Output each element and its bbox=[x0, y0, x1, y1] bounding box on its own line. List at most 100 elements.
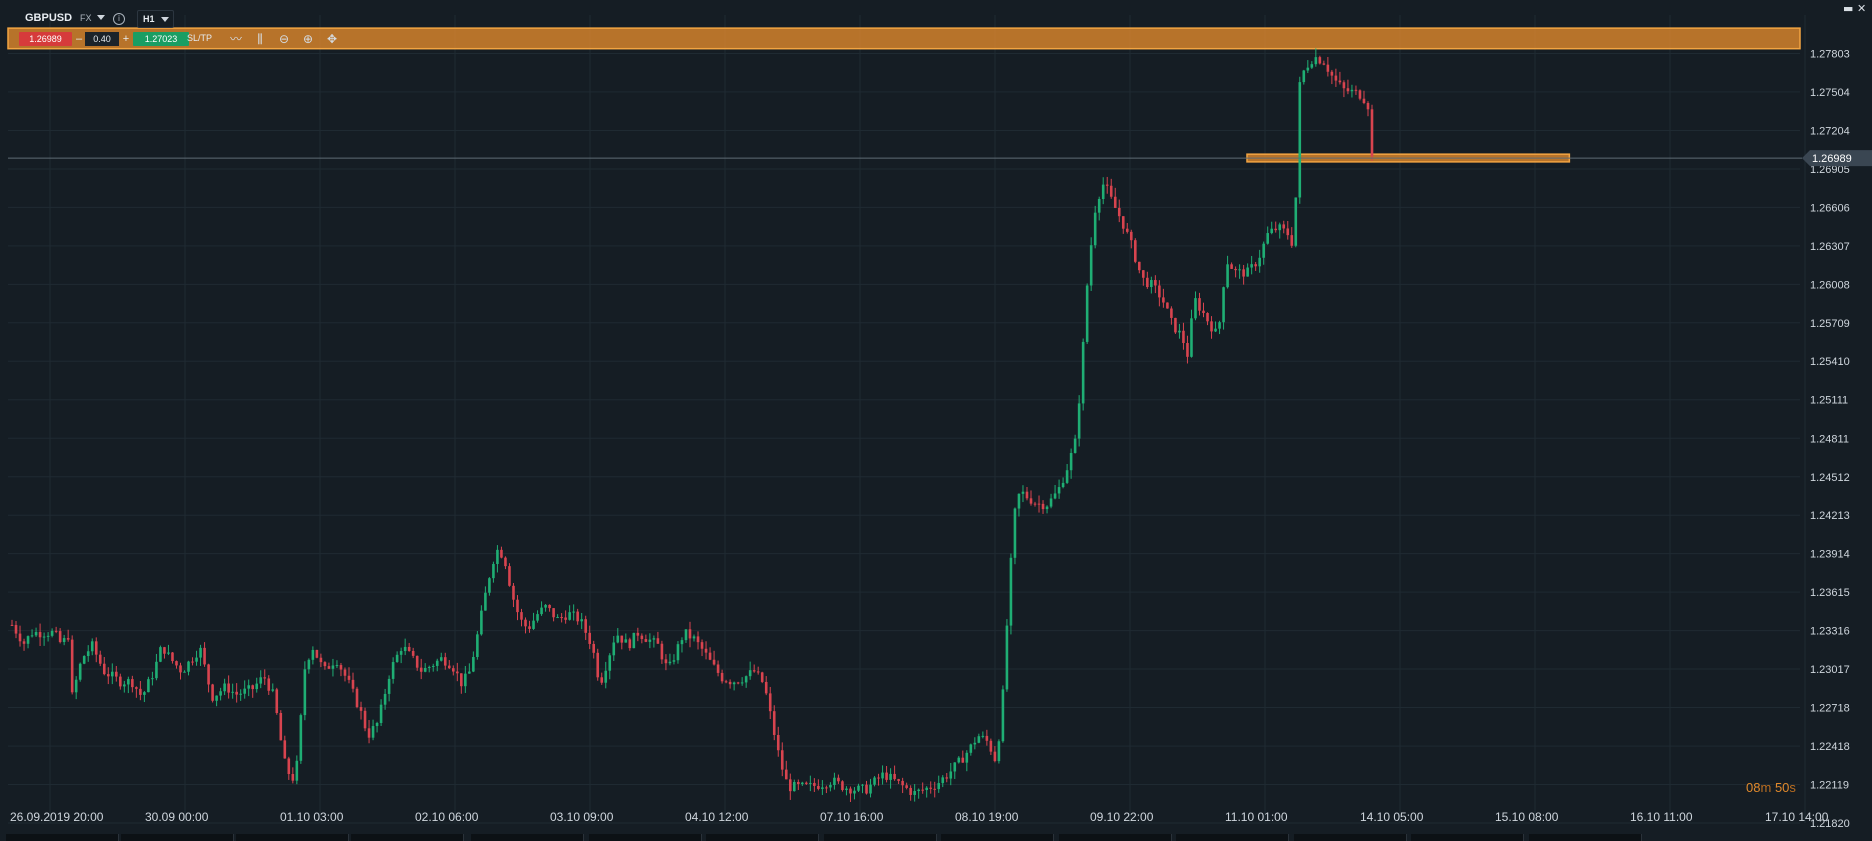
symbol-dropdown-icon[interactable] bbox=[97, 15, 105, 20]
candle-body bbox=[1162, 297, 1165, 303]
candle-body bbox=[712, 659, 716, 665]
x-tick-label: 11.10 01:00 bbox=[1225, 810, 1288, 824]
candle-body bbox=[1350, 89, 1354, 92]
candle-body bbox=[227, 683, 230, 693]
bottom-tab[interactable] bbox=[1176, 834, 1289, 841]
candle-body bbox=[552, 608, 555, 618]
candle-body bbox=[427, 666, 431, 668]
y-tick-label: 1.21820 bbox=[1810, 818, 1850, 830]
candle-body bbox=[965, 752, 969, 763]
move-icon[interactable]: ✥ bbox=[326, 32, 338, 46]
candle-body bbox=[275, 689, 279, 714]
candle-body bbox=[865, 784, 868, 794]
candle-body bbox=[736, 682, 740, 684]
bottom-tab[interactable] bbox=[1294, 834, 1407, 841]
candle-body bbox=[1266, 233, 1269, 244]
candle-body bbox=[1053, 493, 1057, 499]
candle-body bbox=[720, 672, 724, 682]
bottom-tab[interactable] bbox=[824, 834, 937, 841]
bottom-tab[interactable] bbox=[941, 834, 1054, 841]
candle-body bbox=[1037, 503, 1041, 505]
candle-body bbox=[572, 611, 575, 613]
countdown-s: s bbox=[1789, 780, 1796, 795]
candle-body bbox=[259, 677, 263, 684]
candle-body bbox=[327, 666, 331, 669]
minimize-icon[interactable]: ▬ bbox=[1843, 2, 1854, 15]
candle-body bbox=[1061, 482, 1065, 488]
info-icon[interactable]: i bbox=[113, 13, 125, 25]
x-axis-ticks: 26.09.2019 20:00 30.09 00:00 01.10 03:00 02… bbox=[10, 810, 1829, 824]
bottom-tab[interactable] bbox=[236, 834, 349, 841]
bottom-tab[interactable] bbox=[1059, 834, 1172, 841]
candle-body bbox=[131, 679, 134, 688]
y-tick-label: 1.22718 bbox=[1810, 702, 1850, 714]
candle-body bbox=[26, 636, 30, 644]
candle-body bbox=[909, 787, 912, 795]
candle-body bbox=[375, 722, 379, 727]
candle-body bbox=[1370, 109, 1374, 157]
candle-body bbox=[969, 744, 973, 753]
grid-lines bbox=[8, 15, 1806, 824]
zoom-out-icon[interactable]: ⊖ bbox=[278, 32, 290, 46]
decrease-quantity-button[interactable]: – bbox=[75, 33, 83, 45]
bottom-tab[interactable] bbox=[589, 834, 702, 841]
candle-body bbox=[431, 665, 435, 667]
quantity-field[interactable]: 0.40 bbox=[85, 32, 119, 46]
candle-body bbox=[391, 662, 395, 679]
candle-body bbox=[143, 692, 146, 695]
candle-body bbox=[167, 652, 170, 654]
candle-body bbox=[1013, 508, 1017, 558]
candle-body bbox=[331, 665, 335, 669]
y-tick-label: 1.26008 bbox=[1810, 279, 1850, 291]
candle-body bbox=[873, 777, 876, 785]
candle-body bbox=[78, 663, 82, 680]
candle-body bbox=[1314, 57, 1318, 65]
candle-body bbox=[584, 619, 587, 633]
candle-body bbox=[1129, 231, 1133, 241]
bottom-tab[interactable] bbox=[471, 834, 584, 841]
bottom-tab[interactable] bbox=[6, 834, 119, 841]
candle-body bbox=[1121, 216, 1125, 229]
line-chart-icon[interactable]: 〰 bbox=[229, 32, 242, 46]
bottom-tab[interactable] bbox=[351, 834, 464, 841]
candle-body bbox=[905, 785, 908, 788]
candle-body bbox=[901, 780, 904, 786]
sltp-button[interactable]: SL/TP bbox=[187, 33, 213, 43]
candle-body bbox=[636, 632, 640, 636]
candle-body bbox=[881, 772, 884, 779]
timeframe-select[interactable]: H1 bbox=[137, 10, 174, 28]
increase-quantity-button[interactable]: + bbox=[122, 33, 130, 45]
buy-price-button[interactable]: 1.27023 bbox=[133, 32, 189, 46]
zoom-in-icon[interactable]: ⊕ bbox=[302, 32, 314, 46]
candle-body bbox=[1194, 298, 1197, 319]
candle-body bbox=[1206, 313, 1209, 322]
x-tick-label: 09.10 22:00 bbox=[1090, 810, 1154, 824]
candle-body bbox=[343, 669, 347, 676]
indicators-icon[interactable]: ⫼ bbox=[257, 32, 263, 46]
bottom-tab[interactable] bbox=[706, 834, 819, 841]
candle-body bbox=[419, 667, 423, 672]
candle-body bbox=[98, 654, 102, 664]
candle-body bbox=[179, 665, 182, 673]
candle-body bbox=[889, 773, 892, 780]
bottom-tab[interactable] bbox=[1529, 834, 1642, 841]
candle-body bbox=[119, 676, 122, 687]
candle-body bbox=[556, 617, 559, 619]
candle-body bbox=[760, 672, 764, 682]
candle-body bbox=[1306, 67, 1310, 71]
sell-price-button[interactable]: 1.26989 bbox=[19, 32, 72, 46]
candle-body bbox=[1210, 321, 1213, 332]
bottom-tab[interactable] bbox=[121, 834, 234, 841]
candle-body bbox=[680, 640, 684, 645]
candle-body bbox=[1346, 88, 1350, 92]
candle-body bbox=[732, 682, 736, 685]
candle-body bbox=[199, 647, 202, 658]
candle-body bbox=[592, 643, 596, 653]
candle-body bbox=[1125, 228, 1129, 232]
symbol-label[interactable]: GBPUSD bbox=[25, 12, 73, 24]
close-icon[interactable]: ✕ bbox=[1857, 2, 1867, 15]
y-tick-label: 1.23914 bbox=[1810, 549, 1850, 561]
candle-body bbox=[652, 638, 656, 640]
bottom-tab[interactable] bbox=[1411, 834, 1524, 841]
